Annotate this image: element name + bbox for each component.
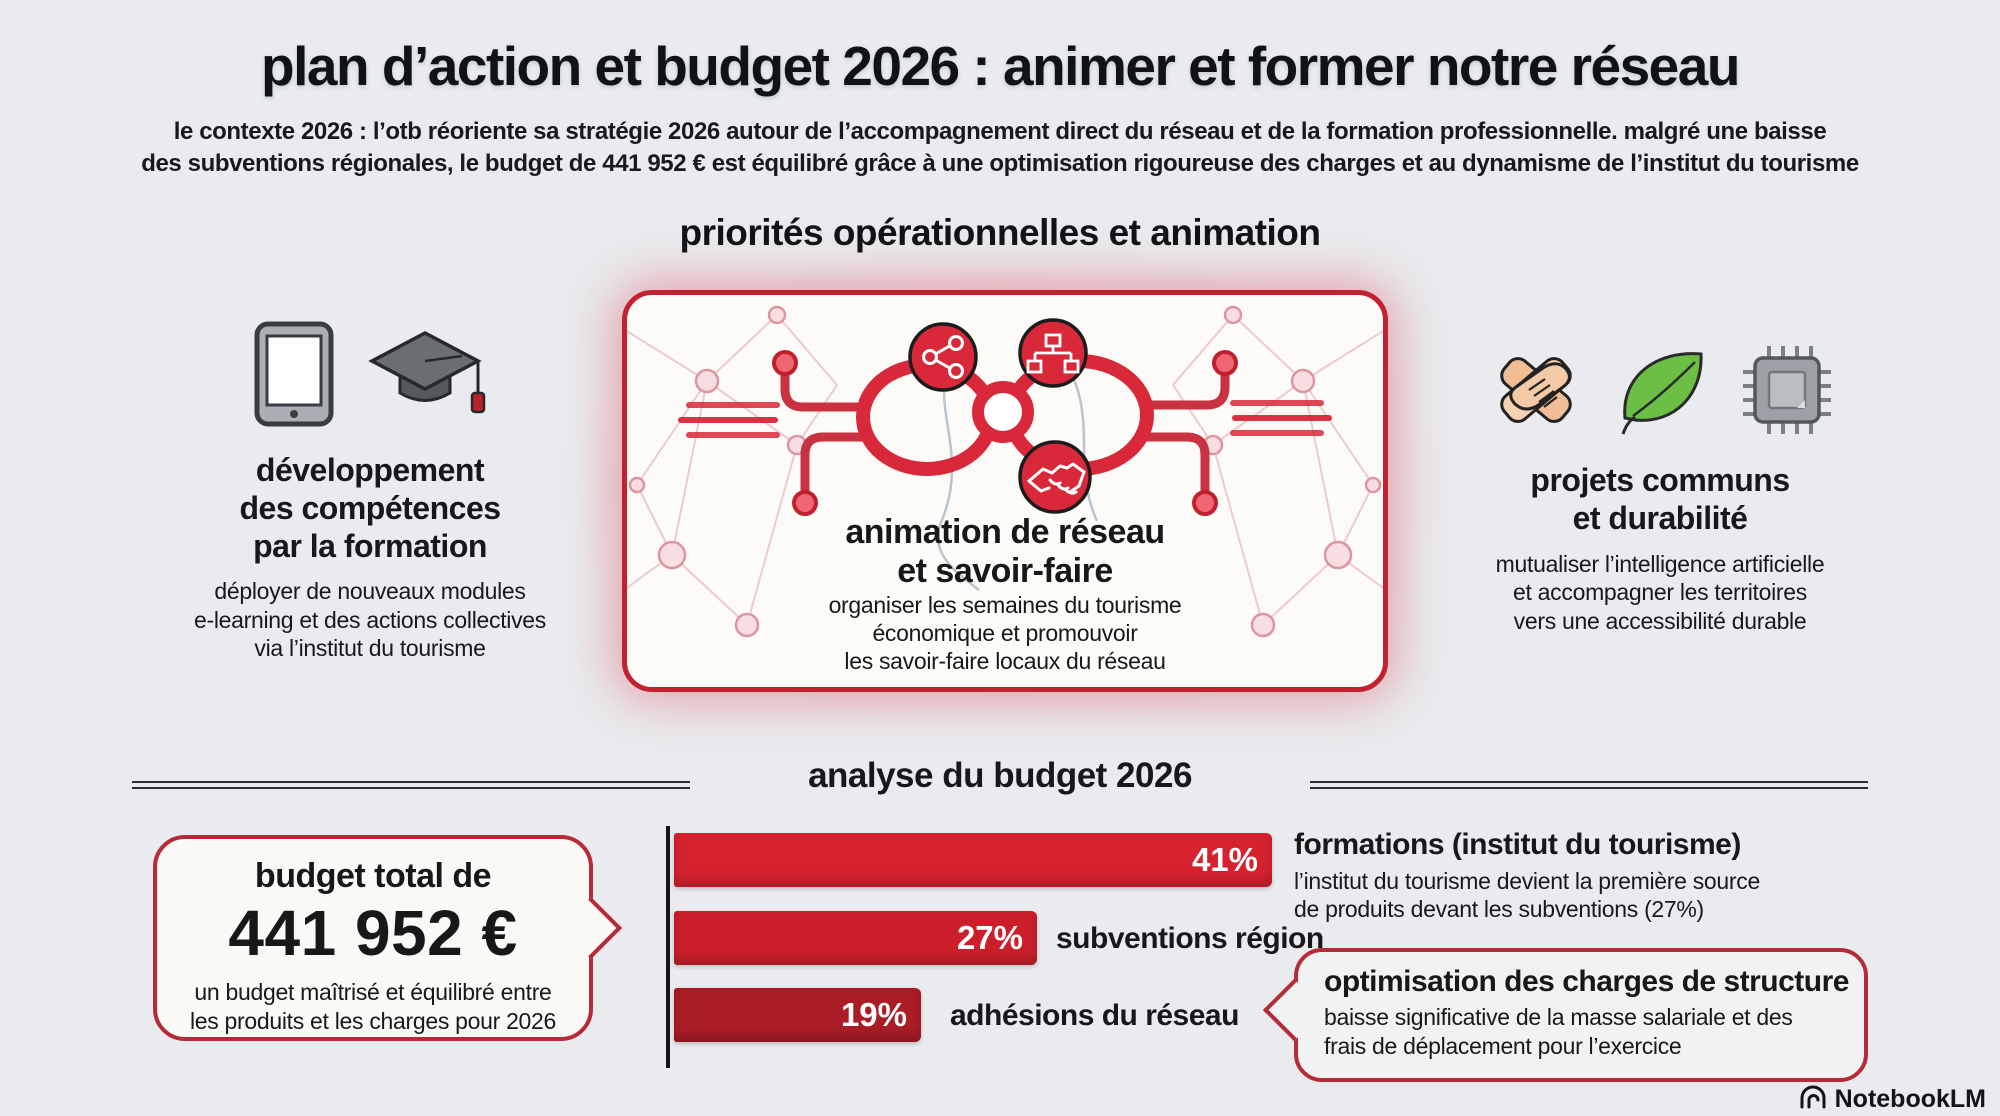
network-nodes-left xyxy=(628,305,808,638)
handshake-icon xyxy=(1027,462,1086,495)
notebooklm-icon xyxy=(1798,1082,1828,1116)
divider-right xyxy=(1310,781,1868,789)
leaf-icon xyxy=(1617,342,1709,443)
subtitle-line-1: le contexte 2026 : l’otb réoriente sa st… xyxy=(173,118,1827,145)
formations-note-title: formations (institut du tourisme) xyxy=(1294,828,1741,861)
network-pattern-left xyxy=(627,314,838,626)
priorities-section-title: priorités opérationnelles et animation xyxy=(679,212,1321,253)
projets-icons xyxy=(1410,340,1910,444)
graduation-cap-icon xyxy=(364,327,486,426)
divider-left xyxy=(132,781,690,789)
budget-callout-description: un budget maîtrisé et équilibré entre le… xyxy=(189,979,557,1034)
priority-card-animation: animation de réseau et savoir-faire orga… xyxy=(622,290,1388,692)
optimisation-body: baisse significative de la masse salaria… xyxy=(1324,1004,1793,1059)
share-node xyxy=(908,322,978,392)
page-title: plan d’action et budget 2026 : animer et… xyxy=(261,35,1740,97)
notebooklm-label: NotebookLM xyxy=(1834,1085,1986,1113)
formation-title: développement des compétences par la for… xyxy=(239,452,501,564)
animation-description: organiser les semaines du tourisme écono… xyxy=(828,592,1182,675)
org-chart-icon xyxy=(1026,333,1080,374)
bar-adhesions-value: 19% xyxy=(840,996,907,1033)
label-subventions: subventions région xyxy=(1056,922,1324,955)
bar-subventions-value: 27% xyxy=(956,919,1023,956)
chart-axis xyxy=(666,826,670,1068)
animation-title: animation de réseau et savoir-faire xyxy=(845,513,1165,591)
center-ring xyxy=(972,381,1034,443)
speed-lines xyxy=(678,400,1332,438)
formations-note-body: l’institut du tourisme devient la premiè… xyxy=(1294,868,1760,923)
budget-callout-title: budget total de xyxy=(254,857,492,895)
chip-icon xyxy=(1739,342,1835,443)
budget-amount-inline: 441 952 € xyxy=(602,149,706,177)
subtitle-line-2: des subventions régionales, le budget de… xyxy=(141,149,1859,177)
label-adhesions: adhésions du réseau xyxy=(950,999,1239,1032)
optimisation-callout: optimisation des charges de structure ba… xyxy=(1294,948,1868,1082)
endpoint-dots xyxy=(772,350,1238,516)
bar-adhesions: 19% xyxy=(674,988,921,1042)
bar-subventions: 27% xyxy=(674,911,1037,965)
network-pattern-right xyxy=(1172,314,1383,626)
optimisation-title: optimisation des charges de structure xyxy=(1324,965,1849,998)
tablet-icon xyxy=(254,321,334,432)
formation-description: déployer de nouveaux modules e-learning … xyxy=(194,578,546,662)
projets-title: projets communs et durabilité xyxy=(1530,462,1790,536)
network-nodes-right xyxy=(1202,305,1382,638)
handshake-node xyxy=(1018,440,1092,514)
bar-formations-value: 41% xyxy=(1191,841,1258,878)
budget-section-title: analyse du budget 2026 xyxy=(808,756,1192,795)
notebooklm-brand: NotebookLM xyxy=(1798,1082,1986,1116)
hands-together-icon xyxy=(1485,338,1587,447)
context-subtitle: le contexte 2026 : l’otb réoriente sa st… xyxy=(0,116,2000,179)
budget-total-amount: 441 952 € xyxy=(228,897,518,969)
circuit-arms xyxy=(780,370,1230,496)
priority-card-formation: développement des compétences par la for… xyxy=(140,318,600,663)
projets-description: mutualiser l’intelligence artificielle e… xyxy=(1495,550,1825,634)
network-illustration xyxy=(627,305,1383,638)
formations-note: formations (institut du tourisme) l’inst… xyxy=(1294,828,1760,923)
formation-icons xyxy=(140,318,600,434)
priority-card-projets: projets communs et durabilité mutualiser… xyxy=(1410,340,1910,635)
share-icon xyxy=(922,335,964,379)
bar-formations: 41% xyxy=(674,833,1272,887)
budget-total-callout: budget total de 441 952 € un budget maît… xyxy=(153,835,593,1041)
